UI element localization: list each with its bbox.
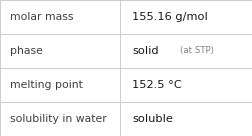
Text: soluble: soluble	[132, 114, 173, 124]
Text: solid: solid	[132, 46, 159, 56]
Text: molar mass: molar mass	[10, 12, 74, 22]
Text: solubility in water: solubility in water	[10, 114, 107, 124]
Text: 155.16 g/mol: 155.16 g/mol	[132, 12, 208, 22]
Text: 152.5 °C: 152.5 °C	[132, 80, 182, 90]
Text: phase: phase	[10, 46, 43, 56]
Text: melting point: melting point	[10, 80, 83, 90]
Text: (at STP): (at STP)	[180, 47, 214, 55]
